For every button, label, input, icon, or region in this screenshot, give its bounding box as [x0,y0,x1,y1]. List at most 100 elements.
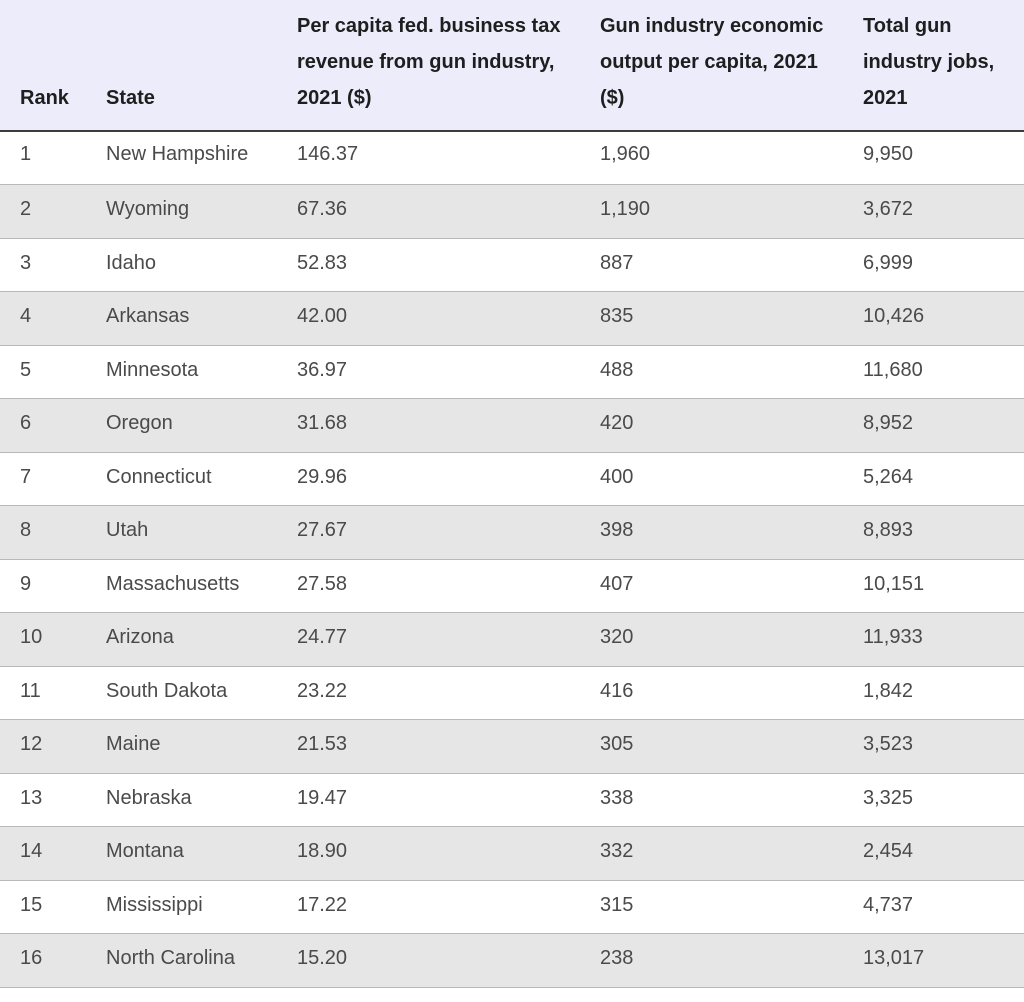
state-cell: Idaho [86,238,277,292]
economic-output-cell: 835 [580,291,843,346]
tax-revenue-cell: 15.20 [277,933,580,988]
total-jobs-cell: 8,893 [843,505,1024,560]
table-row: 10 Arizona 24.77 320 11,933 [0,612,1024,667]
rank-cell: 10 [0,612,86,667]
table-row: 9 Massachusetts 27.58 407 10,151 [0,559,1024,613]
state-cell: Utah [86,505,277,560]
rank-cell: 14 [0,826,86,881]
economic-output-cell: 1,960 [580,131,843,185]
tax-revenue-cell: 42.00 [277,291,580,346]
tax-revenue-cell: 21.53 [277,719,580,774]
state-cell: Oregon [86,398,277,453]
rank-cell: 15 [0,880,86,934]
rank-cell: 12 [0,719,86,774]
tax-revenue-cell: 29.96 [277,452,580,506]
state-cell: Wyoming [86,184,277,239]
table-row: 1 New Hampshire 146.37 1,960 9,950 [0,131,1024,185]
tax-revenue-cell: 67.36 [277,184,580,239]
economic-output-cell: 488 [580,345,843,399]
state-cell: Arkansas [86,291,277,346]
economic-output-cell: 400 [580,452,843,506]
table-row: 8 Utah 27.67 398 8,893 [0,505,1024,560]
table-header: Rank State Per capita fed. business tax … [0,0,1024,132]
rank-cell: 5 [0,345,86,399]
total-jobs-cell: 1,842 [843,666,1024,720]
rank-cell: 11 [0,666,86,720]
economic-output-cell: 332 [580,826,843,881]
header-tax-revenue: Per capita fed. business tax revenue fro… [277,0,580,132]
tax-revenue-cell: 17.22 [277,880,580,934]
tax-revenue-cell: 27.58 [277,559,580,613]
rank-cell: 8 [0,505,86,560]
total-jobs-cell: 6,999 [843,238,1024,292]
tax-revenue-cell: 23.22 [277,666,580,720]
state-cell: Connecticut [86,452,277,506]
state-cell: North Carolina [86,933,277,988]
rank-cell: 7 [0,452,86,506]
state-cell: Massachusetts [86,559,277,613]
tax-revenue-cell: 52.83 [277,238,580,292]
total-jobs-cell: 9,950 [843,131,1024,185]
tax-revenue-cell: 19.47 [277,773,580,827]
header-state: State [86,0,277,132]
tax-revenue-cell: 31.68 [277,398,580,453]
rank-cell: 13 [0,773,86,827]
tax-revenue-cell: 24.77 [277,612,580,667]
economic-output-cell: 320 [580,612,843,667]
total-jobs-cell: 3,672 [843,184,1024,239]
tax-revenue-cell: 27.67 [277,505,580,560]
table-row: 16 North Carolina 15.20 238 13,017 [0,933,1024,988]
table-row: 7 Connecticut 29.96 400 5,264 [0,452,1024,506]
total-jobs-cell: 13,017 [843,933,1024,988]
rank-cell: 4 [0,291,86,346]
economic-output-cell: 407 [580,559,843,613]
header-rank: Rank [0,0,86,132]
rank-cell: 3 [0,238,86,292]
total-jobs-cell: 11,680 [843,345,1024,399]
total-jobs-cell: 11,933 [843,612,1024,667]
state-cell: Maine [86,719,277,774]
rank-cell: 9 [0,559,86,613]
table-row: 13 Nebraska 19.47 338 3,325 [0,773,1024,827]
table-row: 14 Montana 18.90 332 2,454 [0,826,1024,881]
state-cell: Nebraska [86,773,277,827]
economic-output-cell: 338 [580,773,843,827]
total-jobs-cell: 4,737 [843,880,1024,934]
table-row: 2 Wyoming 67.36 1,190 3,672 [0,184,1024,239]
economic-output-cell: 398 [580,505,843,560]
table-row: 15 Mississippi 17.22 315 4,737 [0,880,1024,934]
state-cell: Mississippi [86,880,277,934]
rank-cell: 6 [0,398,86,453]
economic-output-cell: 887 [580,238,843,292]
rank-cell: 2 [0,184,86,239]
total-jobs-cell: 5,264 [843,452,1024,506]
table-row: 12 Maine 21.53 305 3,523 [0,719,1024,774]
tax-revenue-cell: 146.37 [277,131,580,185]
tax-revenue-cell: 36.97 [277,345,580,399]
economic-output-cell: 420 [580,398,843,453]
table-row: 5 Minnesota 36.97 488 11,680 [0,345,1024,399]
tax-revenue-cell: 18.90 [277,826,580,881]
header-total-jobs: Total gun industry jobs, 2021 [843,0,1024,132]
total-jobs-cell: 3,523 [843,719,1024,774]
table-row: 6 Oregon 31.68 420 8,952 [0,398,1024,453]
state-cell: Minnesota [86,345,277,399]
total-jobs-cell: 10,151 [843,559,1024,613]
rank-cell: 16 [0,933,86,988]
state-cell: South Dakota [86,666,277,720]
state-cell: Arizona [86,612,277,667]
state-cell: Montana [86,826,277,881]
total-jobs-cell: 8,952 [843,398,1024,453]
table-row: 4 Arkansas 42.00 835 10,426 [0,291,1024,346]
rank-cell: 1 [0,131,86,185]
table-row: 3 Idaho 52.83 887 6,999 [0,238,1024,292]
economic-output-cell: 315 [580,880,843,934]
table-row: 11 South Dakota 23.22 416 1,842 [0,666,1024,720]
header-row: Rank State Per capita fed. business tax … [0,0,1024,132]
total-jobs-cell: 10,426 [843,291,1024,346]
total-jobs-cell: 3,325 [843,773,1024,827]
total-jobs-cell: 2,454 [843,826,1024,881]
state-cell: New Hampshire [86,131,277,185]
economic-output-cell: 1,190 [580,184,843,239]
